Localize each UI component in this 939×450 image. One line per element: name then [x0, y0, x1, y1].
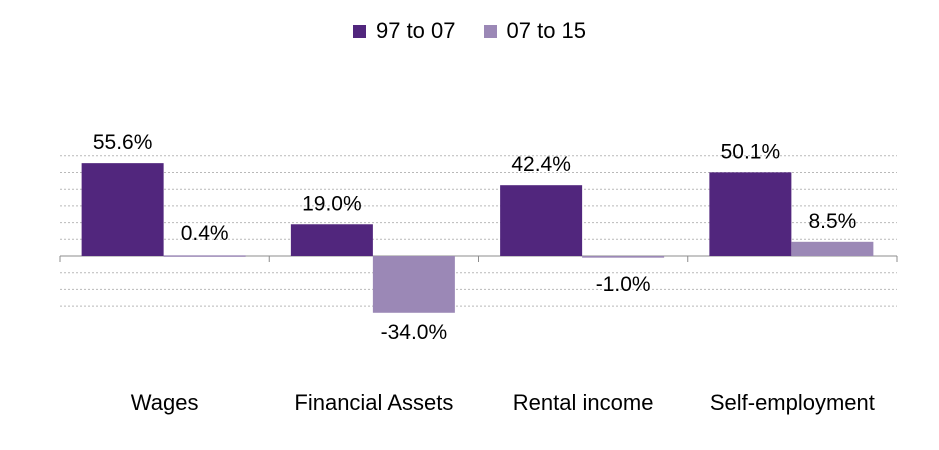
data-label: 19.0% — [302, 192, 362, 215]
data-label: 50.1% — [721, 140, 781, 163]
category-label: Self-employment — [710, 390, 875, 415]
legend-item-series-1: 97 to 07 — [352, 18, 456, 44]
legend-swatch-series-1 — [352, 24, 366, 38]
data-label: 42.4% — [511, 153, 571, 176]
chart-legend: 97 to 07 07 to 15 — [0, 18, 939, 44]
legend-swatch-series-2 — [483, 24, 497, 38]
category-label: Financial Assets — [294, 390, 453, 415]
bar-2-3 — [791, 241, 874, 256]
data-label: 0.4% — [181, 222, 229, 245]
data-label: -1.0% — [596, 273, 651, 296]
legend-label-series-2: 07 to 15 — [506, 18, 587, 43]
legend-item-series-2: 07 to 15 — [483, 18, 587, 44]
bar-1-1 — [290, 224, 373, 256]
category-label: Wages — [131, 390, 199, 415]
data-label: 55.6% — [93, 131, 153, 154]
bar-1-3 — [709, 172, 792, 256]
bar-1-2 — [500, 185, 583, 256]
data-label: -34.0% — [381, 321, 448, 344]
bar-1-0 — [81, 163, 164, 256]
category-label: Rental income — [513, 390, 654, 415]
data-label: 8.5% — [808, 210, 856, 233]
bar-2-0 — [163, 255, 246, 257]
legend-label-series-1: 97 to 07 — [375, 18, 456, 43]
bar-2-1 — [372, 256, 455, 313]
bar-2-2 — [582, 256, 665, 258]
